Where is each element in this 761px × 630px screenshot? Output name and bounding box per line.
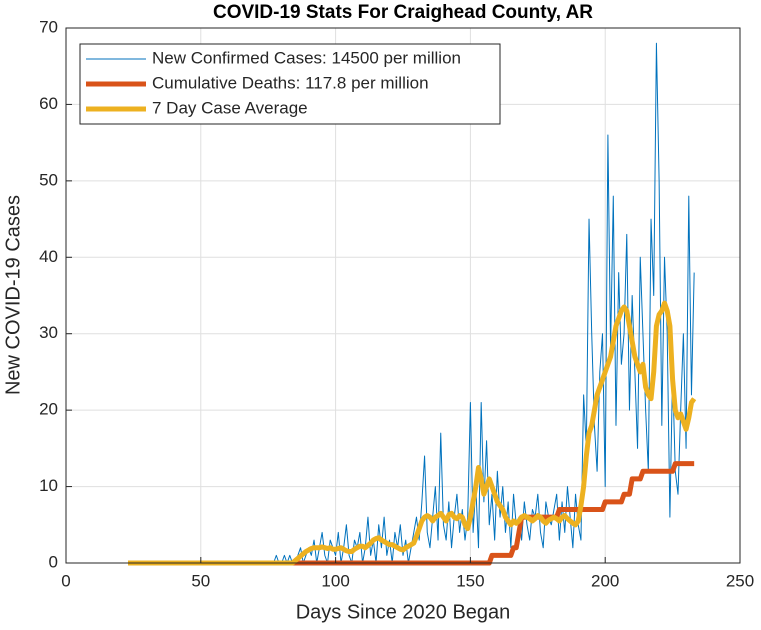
x-tick-label: 150: [456, 571, 484, 590]
y-tick-label: 30: [39, 323, 58, 342]
chart-title: COVID-19 Stats For Craighead County, AR: [213, 2, 593, 23]
y-tick-label: 20: [39, 400, 58, 419]
y-tick-label: 70: [39, 17, 58, 36]
x-tick-label: 50: [191, 571, 210, 590]
x-tick-label: 250: [726, 571, 754, 590]
x-axis-label: Days Since 2020 Began: [296, 601, 511, 623]
plot-frame: [65, 27, 741, 564]
y-axis-label: New COVID-19 Cases: [2, 195, 24, 395]
legend-box: [79, 43, 501, 125]
y-tick-label: 40: [39, 247, 58, 266]
legend-label: New Confirmed Cases: 14500 per million: [152, 48, 461, 67]
x-tick-label: 100: [321, 571, 349, 590]
y-tick-label: 0: [49, 552, 58, 571]
y-tick-label: 60: [39, 94, 58, 113]
x-tick-label: 0: [61, 571, 70, 590]
legend: New Confirmed Cases: 14500 per million Cu…: [79, 43, 501, 125]
legend-label: 7 Day Case Average: [152, 98, 308, 117]
x-tick-label: 200: [591, 571, 619, 590]
y-tick-label: 10: [39, 476, 58, 495]
y-tick-label: 50: [39, 170, 58, 189]
ticks: 0 50 100 150 200 250 0 10 20 30 40 50 60 70: [39, 17, 754, 590]
legend-label: Cumulative Deaths: 117.8 per million: [152, 73, 429, 92]
